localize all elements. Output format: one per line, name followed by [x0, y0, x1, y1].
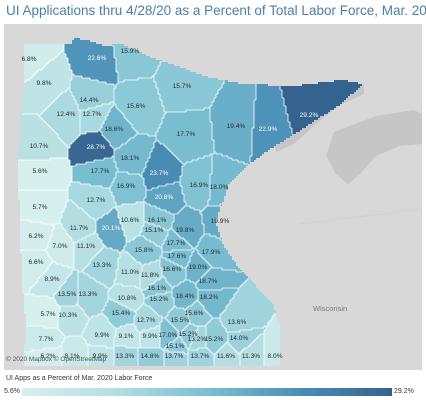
county-value-label[interactable]: 19.8% [176, 227, 195, 234]
county-value-label[interactable]: 6.2% [28, 233, 43, 240]
county-value-label[interactable]: 10.6% [121, 217, 140, 224]
county-value-label[interactable]: 17.6% [168, 253, 187, 260]
county-borders [18, 44, 293, 366]
neighbor-state-label: Wisconsin [313, 304, 348, 313]
county-value-label[interactable]: 14.4% [80, 97, 99, 104]
legend-max-label: 29.2% [394, 388, 414, 395]
county-value-label[interactable]: 5.7% [32, 204, 47, 211]
county-value-label[interactable]: 15.6% [127, 103, 146, 110]
county-value-label[interactable]: 13.3% [79, 291, 98, 298]
county-value-label[interactable]: 6.2% [40, 353, 55, 360]
county-value-label[interactable]: 9.9% [94, 332, 109, 339]
county-value-label[interactable]: 15.8% [135, 247, 154, 254]
county-value-label[interactable]: 11.0% [121, 269, 139, 276]
county-value-label[interactable]: 23.7% [150, 170, 169, 177]
county-value-label[interactable]: 15.2% [150, 296, 169, 303]
county-value-label[interactable]: 15.7% [173, 83, 192, 90]
county-value-label[interactable]: 9.8% [36, 80, 51, 87]
county-value-label[interactable]: 13.7% [191, 353, 210, 360]
county-value-label[interactable]: 18.4% [176, 293, 195, 300]
county-value-label[interactable]: 20.8% [155, 194, 174, 201]
county-value-label[interactable]: 28.7% [87, 144, 106, 151]
county-value-label[interactable]: 8.0% [267, 353, 282, 360]
county-value-label[interactable]: 17.7% [177, 131, 196, 138]
county-value-label[interactable]: 10.8% [118, 295, 137, 302]
county-value-label[interactable]: 16.1% [148, 217, 167, 224]
lake-superior-east-water [326, 110, 422, 184]
legend-min-label: 5.6% [4, 388, 20, 395]
county-value-label[interactable]: 13.3% [116, 353, 135, 360]
county-value-label[interactable]: 15.5% [171, 317, 190, 324]
map-title: UI Applications thru 4/28/20 as a Percen… [6, 3, 426, 18]
county-value-label[interactable]: 18.6% [105, 126, 124, 133]
county-value-label[interactable]: 8.1% [64, 353, 79, 360]
county-value-label[interactable]: 16.9% [190, 182, 209, 189]
county-value-label[interactable]: 7.0% [52, 243, 67, 250]
county-value-label[interactable]: 18.1% [121, 155, 140, 162]
county-value-label[interactable]: 11.6% [217, 353, 235, 360]
county-value-label[interactable]: 11.8% [141, 272, 159, 279]
county-value-label[interactable]: 6.8% [21, 56, 36, 63]
county-value-label[interactable]: 15.1% [145, 227, 164, 234]
county-value-label[interactable]: 18.0% [210, 184, 229, 191]
county-value-label[interactable]: 19.0% [189, 264, 208, 271]
county-value-label[interactable]: 8.9% [44, 276, 59, 283]
county-value-label[interactable]: 12.7% [83, 111, 102, 118]
county-value-label[interactable]: 15.2% [205, 336, 224, 343]
county-value-label[interactable]: 16.1% [148, 285, 167, 292]
county-value-label[interactable]: 20.1% [102, 225, 121, 232]
county-value-label[interactable]: 9.9% [142, 333, 157, 340]
county-value-label[interactable]: 15.2% [179, 331, 198, 338]
county-value-label[interactable]: 18.7% [199, 278, 218, 285]
county-value-label[interactable]: 29.2% [300, 112, 319, 119]
county-value-label[interactable]: 15.6% [185, 310, 204, 317]
county-value-label[interactable]: 18.2% [200, 294, 219, 301]
county-value-label[interactable]: 12.4% [57, 111, 76, 118]
county-value-label[interactable]: 5.7% [40, 311, 55, 318]
county-value-label[interactable]: 22.9% [259, 126, 278, 133]
county-value-label[interactable]: 7.7% [38, 336, 53, 343]
county-value-label[interactable]: 11.3% [242, 353, 260, 360]
county-value-label[interactable]: 16.9% [117, 183, 136, 190]
county-value-label[interactable]: 15.1% [166, 343, 185, 350]
county-value-label[interactable]: 16.6% [163, 266, 182, 273]
county-value-label[interactable]: 19.4% [227, 123, 246, 130]
county-value-label[interactable]: 14.8% [141, 353, 160, 360]
county-value-label[interactable]: 10.7% [30, 143, 49, 150]
county-label-layer: 6.8% 22.6% 15.9% 9.8% 15.7% 14.4% 12.4% 12.7% 15… [21, 48, 318, 360]
county-value-label[interactable]: 17.7% [167, 240, 186, 247]
county-value-label[interactable]: 13.6% [228, 319, 247, 326]
county-value-label[interactable]: 22.6% [88, 55, 107, 62]
county-value-label[interactable]: 11.7% [70, 225, 88, 232]
county-value-label[interactable]: 17.0% [159, 332, 178, 339]
legend-color-ramp [22, 388, 392, 396]
county-value-label[interactable]: 6.6% [28, 259, 43, 266]
map-attribution[interactable]: © 2020 Mapbox © OpenStreetMap [6, 356, 107, 363]
county-value-label[interactable]: 5.6% [32, 168, 47, 175]
county-value-label[interactable]: 13.3% [93, 262, 112, 269]
county-value-label[interactable]: 14.0% [230, 335, 249, 342]
county-value-label[interactable]: 9.9% [92, 353, 107, 360]
county-value-label[interactable]: 13.5% [58, 291, 77, 298]
county-value-label[interactable]: 13.2% [188, 336, 207, 343]
county-value-label[interactable]: 12.7% [87, 197, 106, 204]
legend-title: UI Apps as a Percent of Mar. 2020 Labor … [6, 375, 153, 382]
county-value-label[interactable]: 12.7% [137, 317, 156, 324]
state-border-line [299, 208, 422, 225]
county-value-label[interactable]: 11.1% [77, 243, 95, 250]
county-layer [18, 38, 362, 366]
county-value-label[interactable]: 9.1% [118, 333, 133, 340]
county-value-label[interactable]: 17.9% [202, 249, 221, 256]
county-value-label[interactable]: 15.4% [112, 310, 131, 317]
county-value-label[interactable]: 19.9% [211, 218, 230, 225]
county-value-label[interactable]: 15.9% [121, 48, 140, 55]
county-value-label[interactable]: 10.3% [59, 312, 78, 319]
choropleth-map[interactable]: 6.8% 22.6% 15.9% 9.8% 15.7% 14.4% 12.4% 12.7% 15… [4, 24, 422, 370]
county-value-label[interactable]: 13.7% [165, 353, 184, 360]
county-value-label[interactable]: 17.7% [91, 168, 110, 175]
